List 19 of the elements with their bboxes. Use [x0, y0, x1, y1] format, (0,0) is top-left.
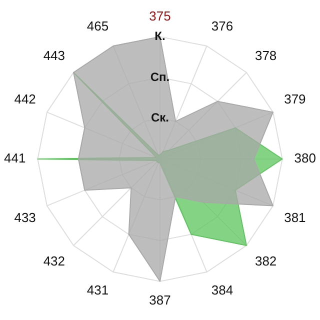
spoke-label: 441 [4, 150, 26, 166]
spoke-label: 433 [14, 210, 36, 225]
spoke-label: 443 [43, 48, 66, 63]
y-tick-label: К. [154, 29, 166, 43]
spoke-label: 387 [149, 292, 171, 308]
spoke-label: 384 [211, 282, 234, 298]
spoke-label: 376 [211, 18, 234, 34]
spoke-label: 379 [284, 91, 306, 106]
spoke-label: 431 [86, 282, 109, 298]
spoke-label: 382 [254, 253, 277, 268]
spoke-label: 465 [86, 18, 109, 34]
y-tick-label: Сп. [150, 70, 170, 84]
spoke-label: 432 [43, 253, 66, 268]
spoke-label: 442 [14, 91, 36, 106]
spoke-label: 375 [149, 8, 171, 24]
spoke-label: 381 [284, 210, 306, 225]
y-tick-label: Ск. [150, 110, 170, 125]
spoke-label: 378 [254, 48, 277, 63]
spoke-label: 380 [294, 150, 316, 166]
